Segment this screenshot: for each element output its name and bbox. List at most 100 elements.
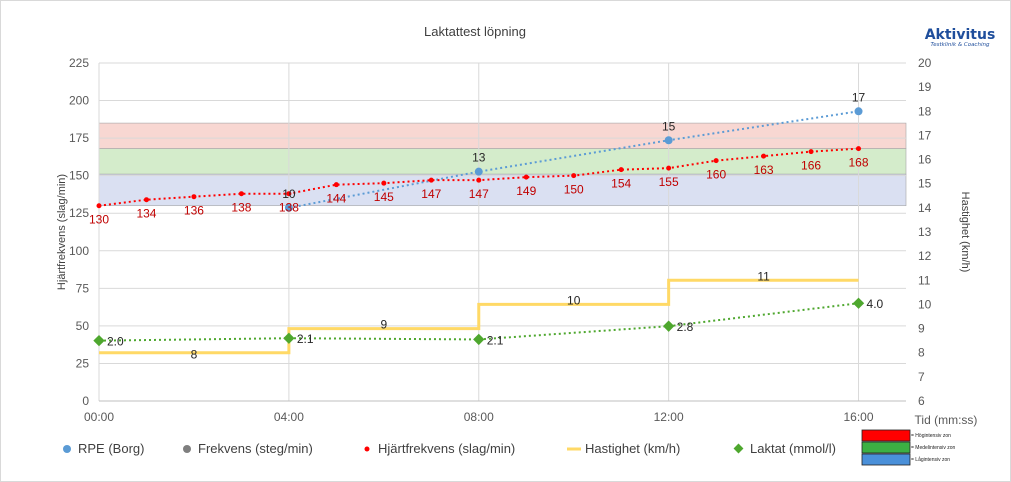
zone-band [98,148,907,175]
y-left-tick-label: 50 [76,319,90,333]
heart-rate-label: 138 [279,201,299,215]
legend: RPE (Borg) Frekvens (steg/min) Hjärtfrekve… [63,441,836,456]
heart-rate-label: 166 [801,159,821,173]
heart-rate-label: 145 [374,190,394,204]
heart-rate-point [571,173,577,179]
y-right-tick-label: 18 [918,104,932,118]
series [93,107,865,355]
heart-rate-label: 163 [754,163,774,177]
y-left-tick-label: 25 [76,356,90,370]
heart-rate-point [618,167,624,173]
y-left-tick-label: 225 [69,56,89,70]
heart-rate-point [476,177,482,183]
heart-rate-point [191,194,197,200]
heart-rate-label: 155 [659,175,679,189]
rpe-line [288,110,859,209]
lactate-label: 4.0 [867,297,884,311]
heart-rate-label: 160 [706,168,726,182]
heart-rate-point [856,146,862,152]
legend-label: Laktat (mmol/l) [750,441,836,456]
zone-legend-label: = Medelintensiv zon [911,445,956,451]
y-right-tick-label: 17 [918,128,932,142]
zone-legend-swatch [861,441,911,454]
heart-rate-point [713,158,719,164]
y-right-tick-label: 14 [918,201,932,215]
legend-swatch [364,446,370,452]
y-left-tick-label: 175 [69,131,89,145]
chart-title: Laktattest löpning [424,24,526,39]
lactate-line [98,302,859,342]
x-tick-label: 00:00 [84,410,114,424]
y-right-tick-label: 7 [918,370,925,384]
y-right-tick-label: 20 [918,56,932,70]
y-right-tick-label: 12 [918,249,932,263]
y-axis-right-label: Hastighet (km/h) [959,192,971,273]
lactate-label: 2.8 [677,320,694,334]
heart-rate-point [238,191,244,197]
lactate-label: 2.0 [107,335,124,349]
y-right-tick-label: 11 [918,273,931,287]
heart-rate-label: 147 [421,187,441,201]
x-axis-label: Tid (mm:ss) [915,413,978,427]
y-right-tick-label: 13 [918,225,932,239]
x-tick-label: 16:00 [844,410,874,424]
rpe-point [474,167,483,176]
rpe-label: 15 [662,119,676,133]
legend-swatch [733,443,744,454]
zone-legend-label: = Lågintensiv zon [911,456,950,463]
rpe-label: 13 [472,151,486,165]
y-left-tick-label: 200 [69,94,89,108]
y-left-tick-label: 125 [69,206,89,220]
y-right-tick-label: 8 [918,346,925,360]
y-right-tick-label: 9 [918,322,925,336]
gridlines [98,62,906,402]
heart-rate-point [333,182,339,188]
zone-legend: = Högintensiv zon = Medelintensiv zon = Lå… [861,429,956,466]
y-right-tick-label: 6 [918,394,925,408]
lactate-point [662,320,675,332]
lactate-point [283,332,295,344]
axes: 0 25 50 75 100 125 150 175 200 225 6 7 8 9 10 11 12 13 14 1… [69,56,932,424]
zone-band [98,122,907,149]
y-left-tick-label: 75 [76,281,90,295]
legend-label: Hastighet (km/h) [585,441,680,456]
legend-swatch [63,445,71,453]
speed-label: 10 [567,293,581,307]
legend-label: Hjärtfrekvens (slag/min) [378,441,515,456]
speed-line [99,278,859,355]
heart-rate-label: 149 [516,184,536,198]
x-tick-label: 08:00 [464,410,494,424]
heart-rate-label: 144 [326,192,346,206]
logo: Aktivitus Testklinik & Coaching [925,27,996,48]
heart-rate-point [428,177,434,183]
logo-sub: Testklinik & Coaching [931,42,990,48]
y-left-tick-label: 150 [69,169,89,183]
legend-label: Frekvens (steg/min) [198,441,313,456]
x-tick-label: 12:00 [654,410,684,424]
legend-swatch [183,445,191,453]
legend-label: RPE (Borg) [78,441,144,456]
speed-label: 11 [757,269,770,283]
zone-legend-label: = Högintensiv zon [911,433,951,439]
heart-rate-label: 138 [231,201,251,215]
speed-label: 8 [191,348,198,362]
intensity-zones [98,122,907,207]
heart-rate-point [381,180,387,186]
heart-rate-point [286,191,292,197]
heart-rate-point [761,153,767,159]
heart-rate-label: 168 [849,156,869,170]
heart-rate-label: 147 [469,187,489,201]
rpe-point [854,107,863,116]
rpe-point [664,136,673,145]
zone-legend-swatch [861,429,911,442]
lactate-point [852,297,865,309]
y-left-tick-label: 100 [69,244,89,258]
heart-rate-point [666,165,672,171]
lactate-label: 2.1 [297,332,314,346]
lactate-label: 2.1 [487,333,504,347]
lactate-point [473,333,485,346]
y-right-tick-label: 10 [918,297,932,311]
y-right-tick-label: 19 [918,80,932,94]
